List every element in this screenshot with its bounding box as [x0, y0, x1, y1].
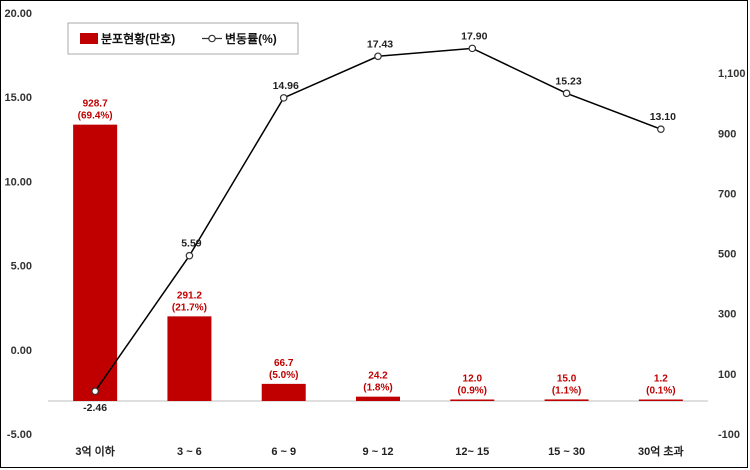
right-axis-tick-label: -100	[718, 429, 740, 441]
right-axis-tick-label: 700	[718, 188, 736, 200]
legend-line-marker	[208, 34, 216, 43]
line-value-label: 17.90	[461, 30, 487, 42]
right-axis-tick-label: 900	[718, 128, 736, 140]
bar-percent-label: (1.8%)	[363, 383, 392, 394]
line-point-6	[657, 125, 665, 133]
left-axis-tick-label: 10.00	[4, 176, 32, 188]
left-axis-tick-label: 20.00	[4, 8, 32, 20]
line-value-label: 15.23	[555, 75, 581, 87]
bar-value-label: 15.0	[557, 373, 577, 384]
bar-percent-label: (69.4%)	[78, 111, 113, 122]
bar-3	[356, 396, 400, 401]
bar-percent-label: (0.1%)	[646, 386, 675, 397]
bar-5	[544, 399, 589, 401]
bar-value-label: 66.7	[274, 358, 294, 369]
line-value-label: 13.10	[650, 111, 676, 123]
line-value-label: -2.46	[83, 402, 107, 414]
line-point-2	[279, 94, 288, 102]
category-label: 12~ 15	[455, 446, 489, 458]
bar-percent-label: (5.0%)	[269, 370, 298, 381]
bar-4	[450, 399, 495, 401]
right-axis-tick-label: 1,100	[718, 68, 746, 80]
left-axis-tick-label: 0.00	[11, 345, 32, 357]
bar-value-label: 928.7	[83, 99, 108, 110]
bar-value-label: 24.2	[368, 371, 388, 382]
right-axis-tick-label: 500	[718, 249, 736, 261]
category-label: 30억 초과	[638, 444, 684, 458]
line-point-4	[468, 44, 477, 53]
category-label: 6 ~ 9	[271, 446, 296, 458]
bar-value-label: 291.2	[177, 290, 202, 301]
right-axis-tick-label: 300	[718, 309, 736, 321]
bar-value-label: 12.0	[463, 374, 483, 385]
line-point-5	[562, 89, 571, 98]
line-value-label: 5.59	[181, 238, 202, 250]
legend-bar-label: 분포현황(만호)	[101, 31, 175, 46]
line-point-1	[185, 251, 194, 260]
legend-line-label: 변동률(%)	[225, 31, 277, 46]
category-label: 9 ~ 12	[363, 446, 394, 458]
category-label: 3억 이하	[75, 444, 115, 458]
bar-1	[167, 316, 212, 401]
category-label: 15 ~ 30	[548, 446, 585, 458]
bar-2	[261, 383, 306, 401]
line-point-3	[374, 52, 382, 61]
line-value-label: 17.43	[367, 38, 393, 50]
bar-percent-label: (21.7%)	[172, 302, 207, 313]
bar-percent-label: (0.9%)	[458, 386, 487, 397]
bar-6	[638, 399, 683, 401]
bar-0	[73, 124, 118, 401]
line-point-0	[91, 387, 99, 396]
bar-percent-label: (1.1%)	[552, 385, 581, 396]
left-axis-tick-label: 5.00	[11, 261, 32, 273]
bar-value-label: 1.2	[654, 374, 668, 385]
legend-box	[67, 22, 299, 55]
line-value-label: 14.96	[273, 80, 299, 92]
left-axis-tick-label: -5.00	[7, 429, 32, 441]
category-label: 3 ~ 6	[177, 446, 202, 458]
left-axis-tick-label: 15.00	[4, 92, 32, 104]
legend-bar-swatch	[80, 33, 98, 44]
right-axis-tick-label: 100	[718, 369, 736, 381]
